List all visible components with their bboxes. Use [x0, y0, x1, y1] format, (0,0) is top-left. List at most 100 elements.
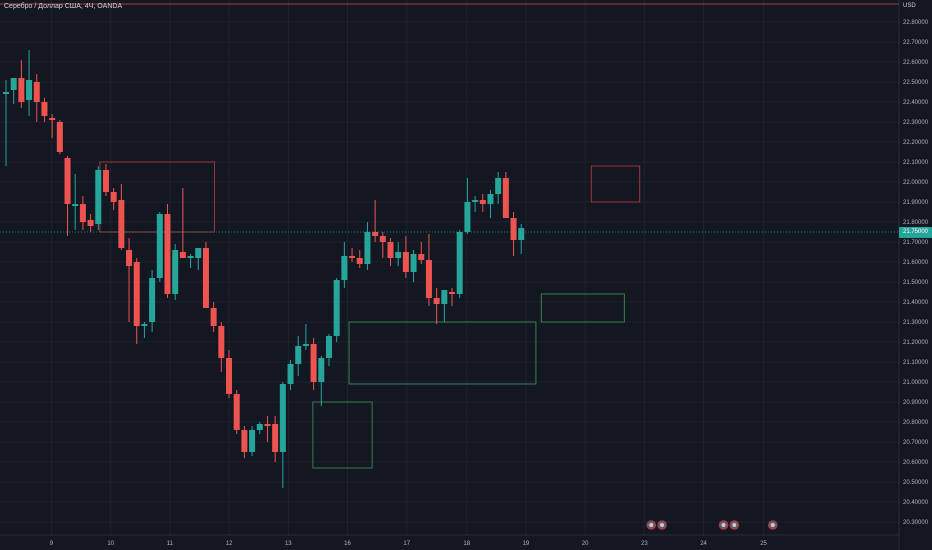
candle-body[interactable] — [472, 200, 479, 202]
x-tick-label: 18 — [463, 541, 470, 547]
candle-body[interactable] — [249, 430, 256, 452]
candle-body[interactable] — [118, 200, 125, 248]
candle-body[interactable] — [149, 278, 156, 322]
event-marker-dot — [732, 523, 737, 527]
currency-label: USD — [903, 3, 916, 9]
event-marker-dot — [660, 523, 665, 527]
candle-body[interactable] — [56, 122, 63, 152]
y-tick-label: 21.60000 — [903, 260, 929, 266]
x-tick-label: 11 — [167, 541, 174, 547]
candle-body[interactable] — [456, 232, 463, 294]
y-tick-label: 21.50000 — [903, 280, 929, 286]
candle-body[interactable] — [87, 220, 94, 226]
candle-body[interactable] — [72, 204, 79, 206]
current-price-tag: 21.75000 — [899, 226, 932, 238]
candle-body[interactable] — [487, 194, 494, 204]
candle-body[interactable] — [110, 192, 117, 202]
candle-body[interactable] — [156, 214, 163, 278]
candle-body[interactable] — [433, 298, 440, 304]
candle-body[interactable] — [10, 78, 17, 90]
candle-body[interactable] — [33, 82, 40, 102]
y-tick-label: 22.30000 — [903, 120, 929, 126]
candle-body[interactable] — [425, 260, 432, 298]
candle-body[interactable] — [226, 358, 233, 394]
y-tick-label: 21.10000 — [903, 360, 929, 366]
candle-body[interactable] — [41, 102, 48, 116]
candle-body[interactable] — [318, 358, 325, 382]
y-tick-label: 22.80000 — [903, 20, 929, 26]
y-tick-label: 20.60000 — [903, 460, 929, 466]
candle-body[interactable] — [164, 214, 171, 294]
candle-body[interactable] — [79, 204, 86, 222]
candle-body[interactable] — [341, 256, 348, 280]
candle-body[interactable] — [126, 250, 133, 266]
candle-body[interactable] — [272, 424, 279, 452]
candle-body[interactable] — [295, 346, 302, 364]
candle-body[interactable] — [441, 290, 448, 304]
candle-body[interactable] — [479, 200, 486, 204]
candle-body[interactable] — [95, 170, 102, 224]
y-tick-label: 21.40000 — [903, 300, 929, 306]
candle-body[interactable] — [418, 254, 425, 260]
candle-body[interactable] — [302, 344, 309, 346]
candle-body[interactable] — [464, 202, 471, 232]
y-tick-label: 20.50000 — [903, 480, 929, 486]
candle-body[interactable] — [372, 232, 379, 236]
candle-body[interactable] — [179, 252, 186, 258]
y-tick-label: 22.00000 — [903, 180, 929, 186]
candle-body[interactable] — [18, 78, 25, 102]
candle-body[interactable] — [356, 258, 363, 264]
candle-body[interactable] — [241, 430, 248, 452]
candle-body[interactable] — [256, 424, 263, 430]
candle-body[interactable] — [349, 256, 356, 258]
demand-zone[interactable] — [348, 321, 537, 385]
y-tick-label: 20.80000 — [903, 420, 929, 426]
candle-body[interactable] — [410, 254, 417, 272]
candle-body[interactable] — [379, 236, 386, 242]
candle-body[interactable] — [49, 118, 56, 120]
y-tick-label: 20.90000 — [903, 400, 929, 406]
y-tick-label: 20.70000 — [903, 440, 929, 446]
candle-body[interactable] — [195, 248, 202, 258]
candle-body[interactable] — [518, 228, 525, 240]
candle-body[interactable] — [387, 242, 394, 258]
candle-body[interactable] — [64, 158, 71, 204]
candle-body[interactable] — [210, 308, 217, 326]
x-tick-label: 16 — [344, 541, 351, 547]
candle-body[interactable] — [395, 252, 402, 258]
y-tick-label: 20.40000 — [903, 500, 929, 506]
candle-body[interactable] — [510, 218, 517, 240]
candle-body[interactable] — [102, 170, 109, 192]
candle-body[interactable] — [325, 336, 332, 358]
candle-body[interactable] — [133, 262, 140, 326]
y-tick-label: 21.00000 — [903, 380, 929, 386]
candle-body[interactable] — [310, 344, 317, 382]
candle-body[interactable] — [333, 280, 340, 336]
x-tick-label: 9 — [50, 541, 54, 547]
demand-zone[interactable] — [312, 401, 373, 469]
candle-body[interactable] — [502, 178, 509, 218]
candle-body[interactable] — [449, 292, 456, 294]
candle-body[interactable] — [233, 394, 240, 430]
candle-body[interactable] — [287, 364, 294, 384]
candle-body[interactable] — [264, 424, 271, 426]
y-tick-label: 21.30000 — [903, 320, 929, 326]
demand-zone[interactable] — [540, 293, 625, 323]
y-tick-label: 22.70000 — [903, 40, 929, 46]
candle-body[interactable] — [402, 252, 409, 272]
candle-body[interactable] — [218, 326, 225, 358]
y-tick-label: 22.10000 — [903, 160, 929, 166]
candle-body[interactable] — [202, 248, 209, 308]
candle-body[interactable] — [279, 384, 286, 452]
candle-body[interactable] — [495, 178, 502, 194]
candle-body[interactable] — [141, 324, 148, 326]
candle-body[interactable] — [3, 92, 9, 94]
candle-body[interactable] — [172, 250, 179, 294]
supply-zone[interactable] — [590, 165, 641, 203]
y-tick-label: 20.30000 — [903, 520, 929, 526]
candle-body[interactable] — [26, 80, 33, 100]
candle-body[interactable] — [364, 232, 371, 264]
candle-body[interactable] — [187, 256, 194, 258]
